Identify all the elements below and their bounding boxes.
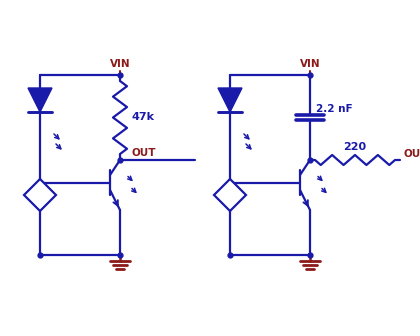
Text: 47k: 47k [132,113,155,123]
Polygon shape [214,179,246,211]
Text: VIN: VIN [300,59,320,69]
Text: 220: 220 [344,142,367,152]
Text: VIN: VIN [110,59,130,69]
Polygon shape [28,88,52,112]
Text: OUT: OUT [132,148,157,158]
Text: 2.2 nF: 2.2 nF [316,104,353,115]
Polygon shape [218,88,242,112]
Polygon shape [24,179,56,211]
Text: OUT: OUT [403,149,420,159]
